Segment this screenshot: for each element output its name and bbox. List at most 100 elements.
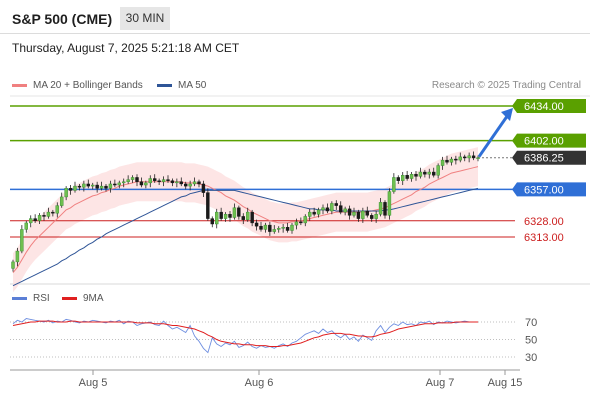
candle-body bbox=[321, 207, 325, 211]
projection-arrow-shaft bbox=[477, 111, 512, 158]
candle-body bbox=[427, 171, 431, 175]
timeframe-badge[interactable]: 30 MIN bbox=[120, 7, 170, 30]
candle-body bbox=[175, 181, 179, 184]
price-label-6357-00: 6357.00 bbox=[524, 184, 564, 196]
price-tag-resistance bbox=[512, 133, 586, 148]
candle-body bbox=[325, 207, 330, 212]
candle-body bbox=[29, 218, 33, 224]
candle-body bbox=[272, 229, 276, 232]
candle-body bbox=[157, 180, 161, 182]
candle-body bbox=[339, 205, 343, 213]
candle-body bbox=[24, 222, 28, 230]
candle-body bbox=[250, 211, 254, 224]
rsi-level-label-50: 50 bbox=[525, 335, 537, 347]
ma20-line bbox=[12, 166, 479, 274]
candle-body bbox=[254, 222, 259, 227]
x-tick-label: Aug 5 bbox=[79, 377, 108, 389]
candle-body bbox=[281, 227, 285, 229]
candle-body bbox=[42, 215, 46, 217]
candle-body bbox=[246, 211, 250, 220]
candle-body bbox=[365, 210, 369, 216]
candle-body bbox=[405, 175, 409, 179]
candle-body bbox=[316, 209, 321, 215]
candle-body bbox=[361, 210, 365, 219]
candle-body bbox=[440, 159, 445, 166]
legend-label-rsi-ma: 9MA bbox=[83, 293, 104, 304]
projection-arrow-head bbox=[501, 108, 513, 121]
candle-body bbox=[290, 224, 294, 231]
candle-body bbox=[82, 183, 86, 188]
candle-body bbox=[458, 156, 462, 161]
candle-body bbox=[113, 183, 117, 186]
candle-body bbox=[20, 229, 24, 252]
candle-body bbox=[401, 175, 405, 181]
price-label-6434-00: 6434.00 bbox=[524, 101, 564, 113]
legend-label-ma20: MA 20 + Bollinger Bands bbox=[33, 80, 143, 91]
candle-body bbox=[95, 184, 99, 189]
legend-swatch-ma20 bbox=[12, 83, 27, 87]
bollinger-band-area bbox=[13, 147, 478, 293]
price-tag-last bbox=[512, 150, 586, 165]
rsi-level-label-30: 30 bbox=[525, 352, 537, 364]
candle-body bbox=[170, 180, 175, 184]
candle-body bbox=[161, 179, 166, 182]
candle-body bbox=[33, 218, 37, 221]
candle-body bbox=[277, 228, 281, 230]
ma50-line bbox=[12, 187, 479, 287]
candle-body bbox=[122, 181, 126, 184]
candle-body bbox=[259, 225, 263, 230]
candle-body bbox=[144, 182, 148, 186]
x-tick-label: Aug 6 bbox=[245, 377, 274, 389]
candle-body bbox=[73, 185, 77, 191]
candle-body bbox=[449, 158, 454, 163]
legend-label-rsi: RSI bbox=[33, 293, 50, 304]
candle-body bbox=[303, 216, 307, 224]
candle-body bbox=[383, 202, 387, 216]
legend-ma20-bb: MA 20 + Bollinger Bands bbox=[12, 80, 143, 91]
price-label-6313-00: 6313.00 bbox=[524, 232, 564, 244]
candle-body bbox=[64, 188, 68, 198]
x-tick-label: Aug 15 bbox=[488, 377, 523, 389]
legend-swatch-rsi bbox=[12, 296, 27, 300]
rsi-ma-line bbox=[12, 320, 478, 347]
price-tag-pivot bbox=[512, 182, 586, 197]
candle-body bbox=[77, 185, 82, 188]
price-label-6386-25: 6386.25 bbox=[524, 153, 564, 165]
candle-body bbox=[330, 203, 334, 212]
candle-body bbox=[192, 181, 197, 185]
candle-body bbox=[11, 261, 15, 269]
candle-body bbox=[374, 214, 378, 219]
candle-body bbox=[215, 211, 219, 225]
price-tag-target bbox=[512, 99, 586, 113]
candle-body bbox=[471, 155, 476, 159]
candle-body bbox=[423, 171, 427, 175]
candle-body bbox=[396, 177, 400, 181]
candle-body bbox=[370, 215, 374, 219]
candle-body bbox=[37, 215, 42, 221]
rsi-line bbox=[12, 318, 478, 354]
candle-body bbox=[387, 191, 392, 216]
candle-body bbox=[51, 211, 55, 214]
candle-body bbox=[463, 156, 467, 159]
candle-body bbox=[378, 202, 383, 215]
legend-swatch-ma50 bbox=[157, 83, 172, 87]
candle-body bbox=[418, 171, 423, 177]
candle-body bbox=[55, 205, 59, 214]
candle-body bbox=[436, 165, 440, 176]
chart-title: S&P 500 (CME) bbox=[12, 11, 113, 27]
candle-body bbox=[356, 211, 361, 219]
candle-body bbox=[139, 181, 144, 186]
candle-body bbox=[99, 185, 104, 189]
legend-rsi: RSI bbox=[12, 293, 50, 304]
candle-body bbox=[60, 196, 64, 206]
candle-body bbox=[352, 211, 356, 216]
candle-body bbox=[237, 207, 241, 217]
candle-body bbox=[166, 179, 170, 181]
legend-label-ma50: MA 50 bbox=[178, 80, 207, 91]
candle-body bbox=[135, 177, 139, 182]
candle-body bbox=[104, 185, 108, 189]
candle-body bbox=[299, 221, 303, 224]
candle-body bbox=[241, 216, 245, 220]
candle-body bbox=[414, 174, 418, 177]
